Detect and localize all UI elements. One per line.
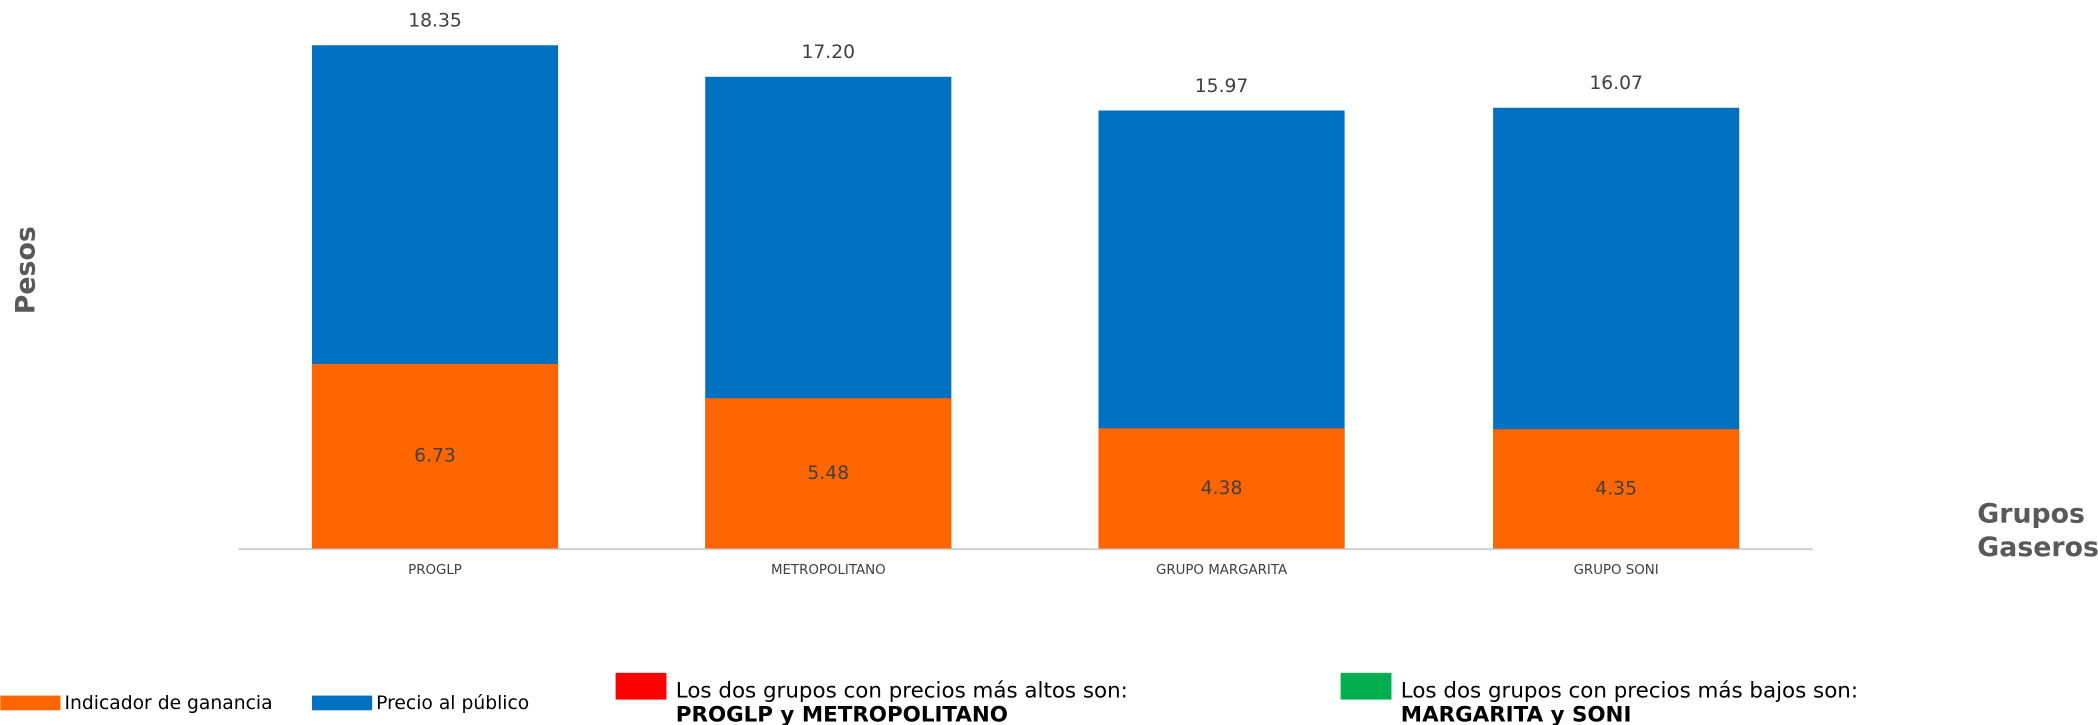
legend-label: Indicador de ganancia (64, 693, 272, 714)
data-label: 17.20 (801, 42, 855, 63)
bar (311, 363, 559, 549)
x-axis-title: Gaseros (1977, 532, 2098, 563)
bar (1098, 428, 1345, 549)
x-axis-title: Grupos (1977, 498, 2085, 529)
note-highlight: PROGLP y METROPOLITANO (676, 703, 1008, 725)
data-label: 6.73 (414, 446, 456, 467)
note-text: Los dos grupos con precios más altos son… (676, 679, 1128, 704)
x-tick-label: GRUPO MARGARITA (1156, 563, 1288, 578)
note-highlight: MARGARITA y SONI (1401, 703, 1632, 725)
note-swatch (1340, 672, 1392, 700)
bar (705, 398, 952, 549)
data-label: 5.48 (807, 463, 849, 484)
data-label: 15.97 (1195, 76, 1249, 97)
legend-swatch (311, 695, 373, 711)
bar (1493, 429, 1740, 549)
x-tick-label: GRUPO SONI (1574, 563, 1659, 578)
legend-label: Precio al público (376, 693, 529, 714)
x-tick-label: METROPOLITANO (771, 563, 886, 578)
data-label: 4.35 (1595, 478, 1637, 499)
note-swatch (615, 672, 667, 700)
note-text: Los dos grupos con precios más bajos son… (1401, 679, 1858, 704)
data-label: 18.35 (408, 11, 462, 32)
data-label: 16.07 (1589, 73, 1643, 94)
legend-swatch (0, 695, 61, 711)
y-axis-title: Pesos (11, 226, 42, 314)
data-label: 4.38 (1201, 478, 1243, 499)
x-tick-label: PROGLP (408, 563, 462, 578)
